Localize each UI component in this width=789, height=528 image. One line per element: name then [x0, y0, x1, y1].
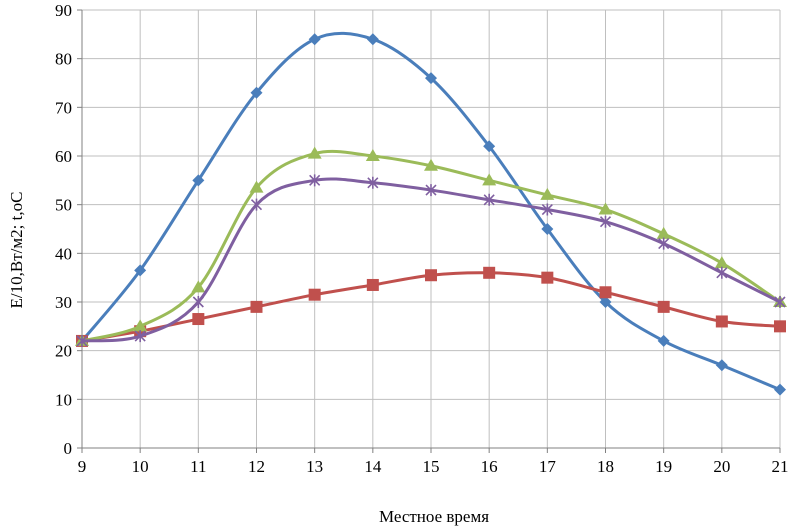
data-point-star	[425, 184, 437, 197]
data-point-triangle	[307, 146, 322, 159]
series-4	[76, 174, 786, 347]
data-point-star	[541, 203, 553, 216]
x-tick-label: 20	[713, 457, 730, 476]
y-tick-label: 50	[55, 196, 72, 215]
y-tick-label: 0	[64, 439, 73, 458]
data-point-square	[599, 286, 612, 299]
data-point-triangle	[424, 158, 438, 171]
data-point-triangle	[133, 319, 148, 332]
data-point-star	[250, 198, 263, 211]
data-point-diamond	[192, 174, 205, 187]
y-tick-label: 20	[55, 342, 72, 361]
data-point-triangle	[482, 173, 497, 186]
data-point-square	[774, 320, 786, 333]
data-point-diamond	[425, 72, 437, 85]
y-tick-label: 40	[55, 244, 72, 263]
x-axis-title: Местное время	[379, 507, 489, 526]
data-point-star	[716, 266, 728, 279]
data-point-square	[657, 300, 670, 313]
data-point-square	[308, 288, 321, 301]
data-point-triangle	[540, 187, 555, 200]
x-tick-label: 10	[132, 457, 149, 476]
data-point-diamond	[715, 359, 728, 372]
tick-labels: 0 10 20 30 40 50 60 70 80 90 9 10 11 12 13 14 15 16 17 18 19…	[55, 1, 789, 476]
x-tick-label: 15	[423, 457, 440, 476]
data-point-diamond	[250, 86, 263, 99]
data-point-diamond	[483, 140, 496, 153]
grid	[82, 9, 781, 448]
data-point-diamond	[541, 223, 554, 235]
y-tick-label: 90	[55, 1, 72, 20]
y-tick-label: 10	[55, 390, 72, 409]
y-tick-label: 30	[55, 293, 72, 312]
data-point-diamond	[308, 33, 321, 46]
x-tick-label: 9	[78, 457, 87, 476]
data-point-diamond	[774, 383, 786, 396]
data-point-triangle	[365, 149, 380, 161]
data-point-star	[774, 296, 786, 308]
data-point-square	[192, 313, 205, 326]
data-point-square	[483, 266, 496, 279]
data-point-star	[658, 237, 670, 250]
data-point-triangle	[714, 256, 729, 269]
data-point-triangle	[249, 180, 264, 193]
x-tick-label: 13	[306, 457, 323, 476]
data-point-star	[367, 176, 379, 189]
data-point-diamond	[657, 334, 670, 347]
series-layer	[75, 31, 787, 396]
data-point-star	[134, 330, 146, 343]
x-tick-label: 12	[248, 457, 265, 476]
y-tick-label: 60	[55, 147, 72, 166]
data-point-triangle	[598, 202, 613, 215]
x-tick-label: 11	[190, 457, 206, 476]
x-tick-label: 17	[539, 457, 557, 476]
x-tick-label: 18	[597, 457, 614, 476]
series-1	[76, 31, 786, 396]
data-point-star	[76, 334, 88, 347]
data-point-star	[599, 215, 612, 228]
data-point-diamond	[599, 296, 612, 308]
data-point-square	[715, 315, 728, 328]
data-point-triangle	[191, 280, 206, 293]
y-tick-label: 80	[55, 50, 72, 69]
data-point-diamond	[366, 33, 379, 46]
y-tick-label: 70	[55, 98, 72, 117]
axes	[77, 9, 781, 453]
data-point-diamond	[134, 264, 147, 277]
data-point-square	[425, 269, 437, 282]
y-axis-title: E/10,Вт/м2; t,oC	[7, 192, 26, 309]
data-point-star	[192, 296, 204, 308]
x-tick-label: 16	[481, 457, 498, 476]
data-point-star	[309, 174, 321, 187]
x-tick-label: 14	[364, 457, 382, 476]
data-point-triangle	[656, 226, 671, 239]
x-tick-label: 19	[655, 457, 672, 476]
x-tick-label: 21	[772, 457, 789, 476]
data-point-square	[250, 300, 263, 313]
data-point-star	[483, 193, 495, 206]
data-point-square	[541, 271, 554, 284]
data-point-square	[366, 278, 379, 291]
